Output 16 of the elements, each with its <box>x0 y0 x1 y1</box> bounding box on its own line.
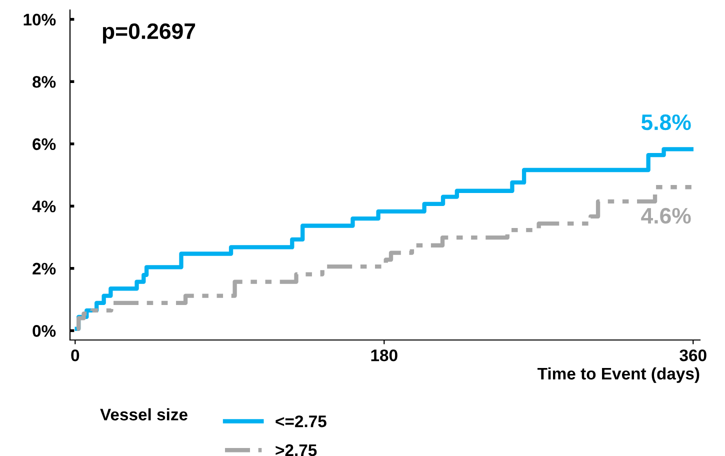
legend-label: <=2.75 <box>276 415 326 428</box>
y-tick-label: 0% <box>32 325 56 337</box>
legend-title: Vessel size <box>100 408 188 420</box>
x-axis-title: Time to Event (days) <box>537 367 700 383</box>
y-tick-label: 4% <box>32 200 56 212</box>
y-tick-label: 2% <box>32 262 56 275</box>
legend-label: >2.75 <box>276 444 317 456</box>
y-tick-label: 6% <box>32 138 56 150</box>
annotation: 4.6% <box>641 208 691 224</box>
annotation: 5.8% <box>641 114 691 130</box>
x-tick-label: 360 <box>680 349 706 362</box>
x-tick-label: 180 <box>371 349 398 362</box>
x-tick-label: 0 <box>71 349 80 362</box>
annotation: p=0.2697 <box>102 23 196 44</box>
y-tick-label: 10% <box>24 14 56 26</box>
y-tick-label: 8% <box>32 76 56 88</box>
